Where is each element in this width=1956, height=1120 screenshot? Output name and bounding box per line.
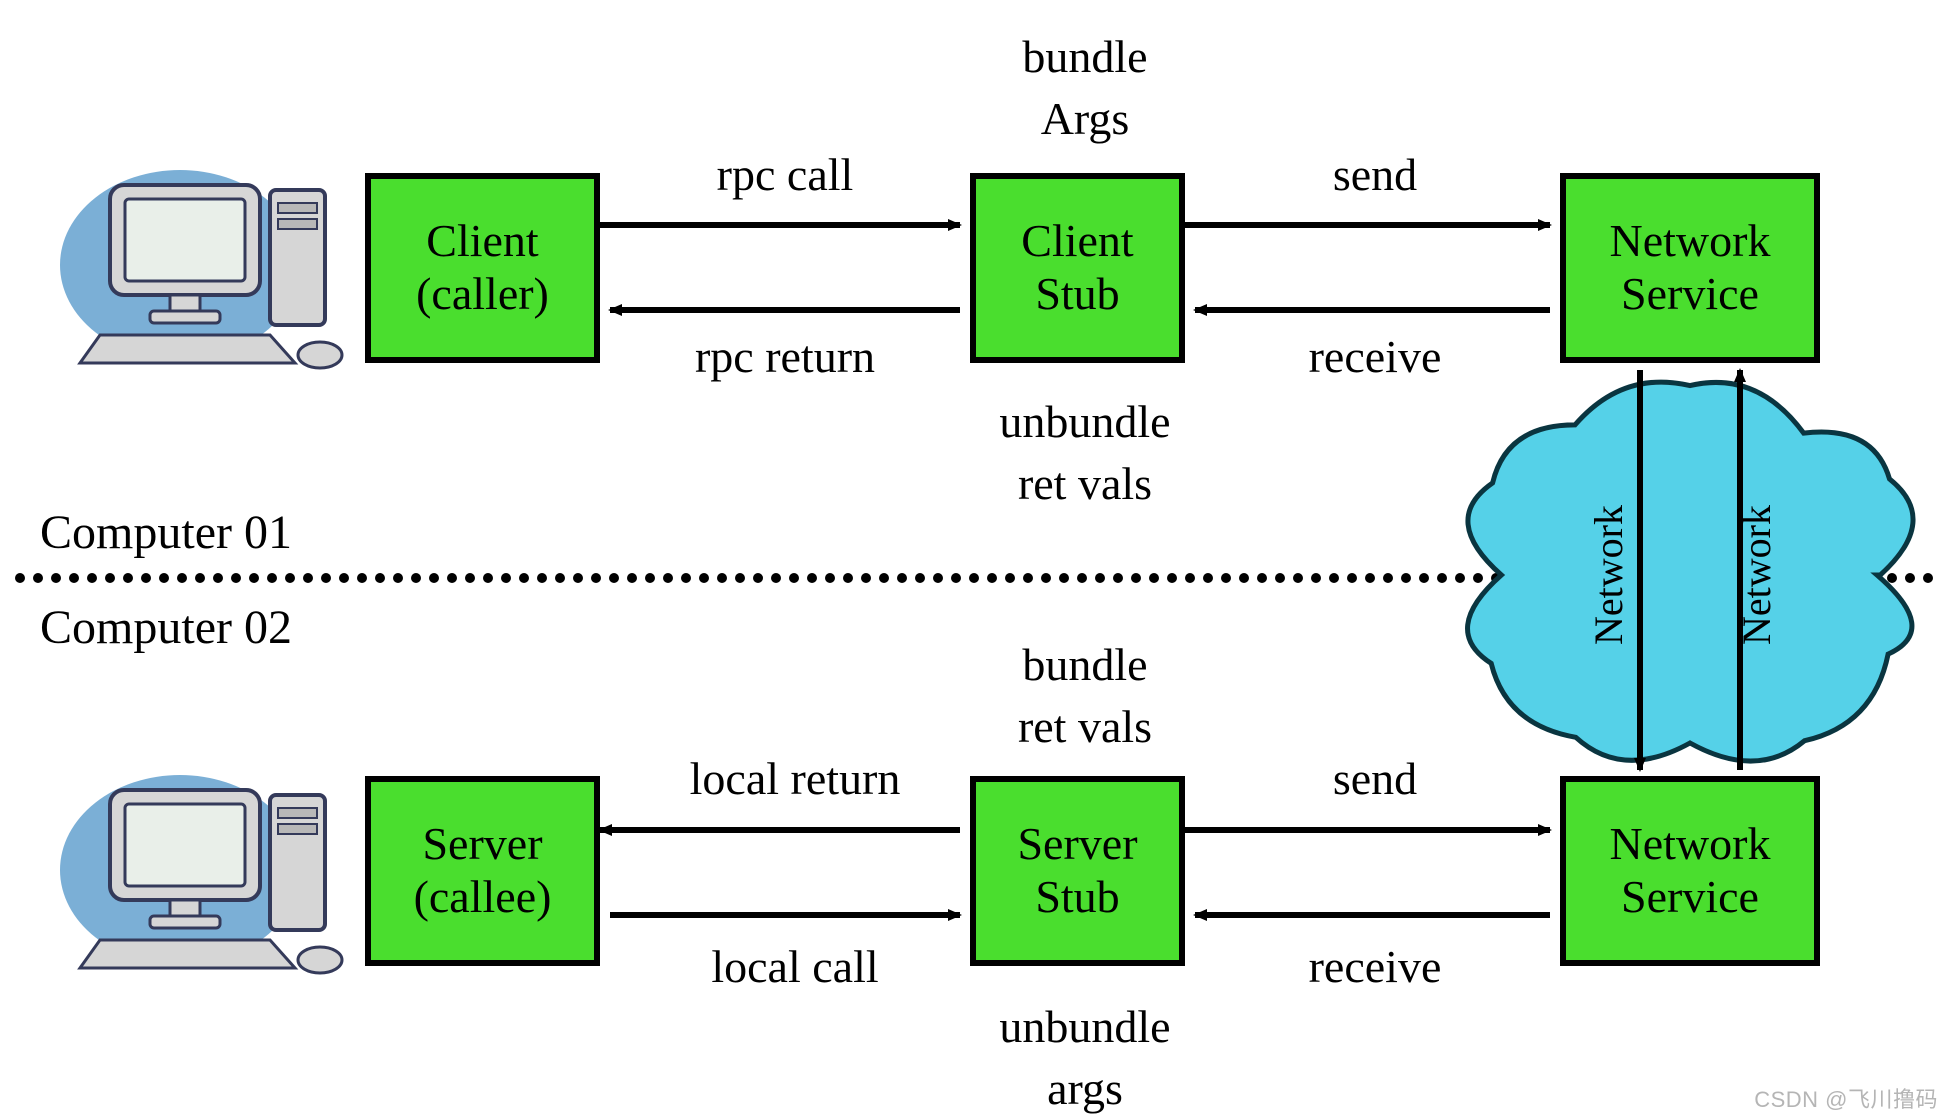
computer-01-label: Computer 01 bbox=[40, 505, 292, 560]
server-stub-line2: Stub bbox=[1035, 871, 1119, 924]
local-return-label: local return bbox=[545, 752, 1045, 805]
bundle-args-label-2: Args bbox=[835, 92, 1335, 145]
diagram-stage: NetworkNetwork Client(caller) ClientStub… bbox=[0, 0, 1956, 1120]
unbundle-ret-label-1: unbundle bbox=[835, 395, 1335, 448]
receive-top-label: receive bbox=[1125, 330, 1625, 383]
bundle-ret-label-2: ret vals bbox=[835, 700, 1335, 753]
svg-text:Network: Network bbox=[1734, 505, 1779, 645]
send-top-label: send bbox=[1125, 148, 1625, 201]
unbundle-args-label-1: unbundle bbox=[835, 1000, 1335, 1053]
net-bot-line2: Service bbox=[1621, 871, 1759, 924]
svg-text:Network: Network bbox=[1586, 505, 1631, 645]
client-line1: Client bbox=[426, 215, 538, 268]
bundle-args-label-1: bundle bbox=[835, 30, 1335, 83]
server-stub-line1: Server bbox=[1017, 818, 1137, 871]
net-top-line1: Network bbox=[1610, 215, 1771, 268]
client-stub-line2: Stub bbox=[1035, 268, 1119, 321]
computer-02-label: Computer 02 bbox=[40, 600, 292, 655]
rpc-call-label: rpc call bbox=[535, 148, 1035, 201]
local-call-label: local call bbox=[545, 940, 1045, 993]
net-bot-line1: Network bbox=[1610, 818, 1771, 871]
net-top-line2: Service bbox=[1621, 268, 1759, 321]
rpc-return-label: rpc return bbox=[535, 330, 1035, 383]
server-line2: (callee) bbox=[414, 871, 552, 924]
client-line2: (caller) bbox=[416, 268, 549, 321]
unbundle-args-label-2: args bbox=[835, 1062, 1335, 1115]
unbundle-ret-label-2: ret vals bbox=[835, 457, 1335, 510]
send-bottom-label: send bbox=[1125, 752, 1625, 805]
server-line1: Server bbox=[422, 818, 542, 871]
watermark: CSDN @飞川撸码 bbox=[1754, 1082, 1938, 1114]
receive-bottom-label: receive bbox=[1125, 940, 1625, 993]
client-stub-line1: Client bbox=[1021, 215, 1133, 268]
bundle-ret-label-1: bundle bbox=[835, 638, 1335, 691]
